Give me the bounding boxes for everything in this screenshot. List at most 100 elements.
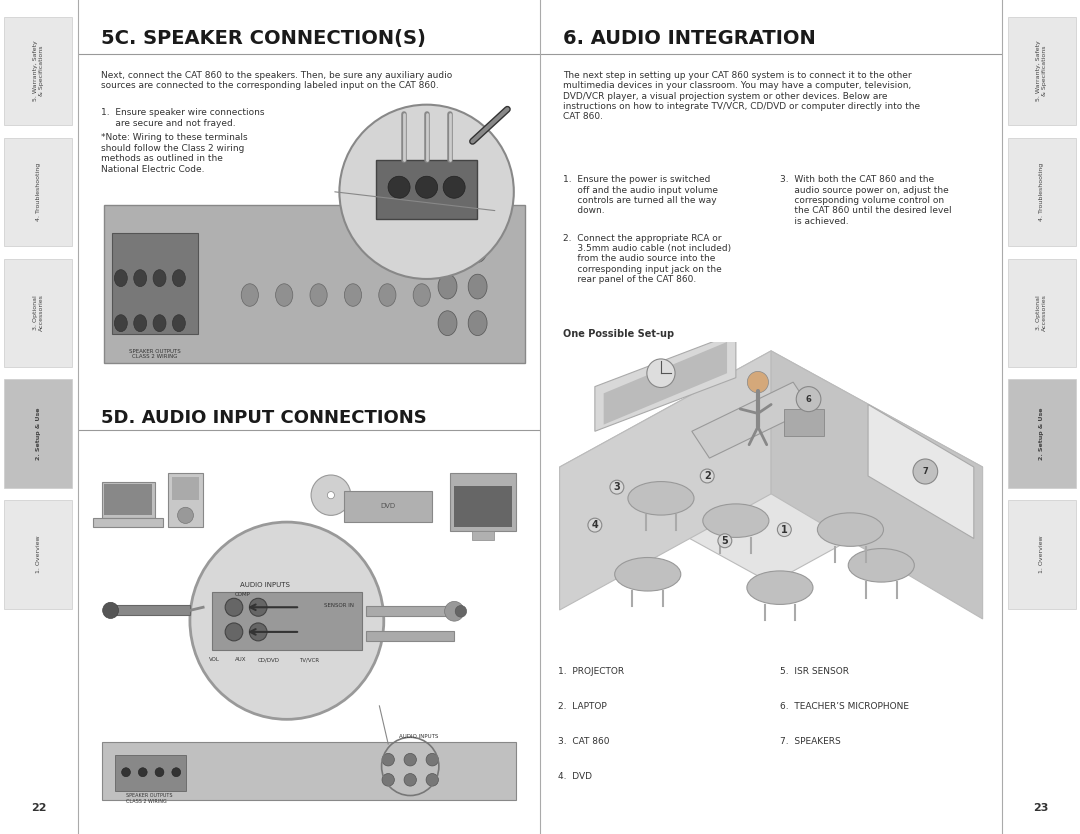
Text: 4.  DVD: 4. DVD: [558, 772, 593, 781]
Bar: [110, 605, 190, 615]
Ellipse shape: [615, 557, 680, 591]
Bar: [167, 473, 203, 526]
Text: 23: 23: [1034, 803, 1049, 813]
Text: AUDIO INPUTS: AUDIO INPUTS: [400, 734, 438, 739]
Text: AUDIO INPUTS: AUDIO INPUTS: [445, 197, 485, 202]
Text: 1: 1: [781, 525, 787, 535]
Text: One Possible Set-up: One Possible Set-up: [563, 329, 674, 339]
Text: 1.  PROJECTOR: 1. PROJECTOR: [558, 667, 624, 676]
Polygon shape: [559, 351, 771, 610]
Ellipse shape: [703, 504, 769, 537]
Circle shape: [172, 768, 180, 776]
Text: SPEAKER OUTPUTS
CLASS 2 WIRING: SPEAKER OUTPUTS CLASS 2 WIRING: [130, 349, 181, 359]
Bar: [376, 159, 477, 219]
Bar: [93, 518, 163, 526]
Circle shape: [138, 768, 147, 776]
Circle shape: [177, 507, 193, 524]
Bar: [1008, 17, 1076, 125]
Text: 2.  LAPTOP: 2. LAPTOP: [558, 702, 607, 711]
Bar: [114, 756, 186, 791]
Text: 5D. AUDIO INPUT CONNECTIONS: 5D. AUDIO INPUT CONNECTIONS: [100, 409, 427, 427]
Text: 1.  Ensure speaker wire connections
     are secure and not frayed.: 1. Ensure speaker wire connections are s…: [100, 108, 265, 128]
Bar: [455, 486, 512, 526]
Circle shape: [225, 598, 243, 616]
Circle shape: [438, 274, 457, 299]
Text: 4. Troubleshooting: 4. Troubleshooting: [36, 163, 41, 221]
Circle shape: [379, 284, 396, 306]
Polygon shape: [604, 342, 727, 425]
Text: SPEAKER OUTPUTS
CLASS 2 WIRING: SPEAKER OUTPUTS CLASS 2 WIRING: [126, 793, 173, 804]
Text: 1.  Ensure the power is switched
     off and the audio input volume
     contro: 1. Ensure the power is switched off and …: [563, 175, 718, 215]
Bar: [1008, 500, 1076, 609]
Circle shape: [796, 387, 821, 412]
Circle shape: [173, 314, 186, 332]
Text: 3: 3: [613, 482, 620, 492]
Text: 7.  SPEAKERS: 7. SPEAKERS: [781, 737, 841, 746]
Ellipse shape: [848, 549, 915, 582]
Text: 7: 7: [922, 467, 928, 476]
Circle shape: [153, 269, 166, 287]
Text: Next, connect the CAT 860 to the speakers. Then, be sure any auxiliary audio
sou: Next, connect the CAT 860 to the speaker…: [100, 71, 453, 90]
Text: 4. Troubleshooting: 4. Troubleshooting: [1039, 163, 1044, 221]
Circle shape: [122, 768, 131, 776]
Circle shape: [311, 475, 351, 515]
Polygon shape: [102, 482, 154, 518]
Text: The next step in setting up your CAT 860 system is to connect it to the other
mu: The next step in setting up your CAT 860…: [563, 71, 920, 122]
Circle shape: [114, 314, 127, 332]
Bar: [784, 409, 824, 435]
Bar: [4, 138, 72, 246]
Text: 6.  TEACHER’S MICROPHONE: 6. TEACHER’S MICROPHONE: [781, 702, 909, 711]
Text: 3. Optional
Accessories: 3. Optional Accessories: [32, 294, 43, 331]
Text: CD/DVD: CD/DVD: [258, 657, 280, 662]
Text: DVD: DVD: [380, 504, 395, 510]
Bar: [4, 17, 72, 125]
Polygon shape: [595, 333, 735, 431]
Text: COMP: COMP: [234, 591, 251, 596]
Bar: [104, 205, 525, 363]
Circle shape: [438, 238, 457, 263]
Text: TV/VCR: TV/VCR: [299, 657, 319, 662]
Bar: [102, 741, 516, 800]
Polygon shape: [868, 404, 974, 539]
Circle shape: [913, 459, 937, 484]
Circle shape: [249, 598, 267, 616]
Text: 22: 22: [31, 803, 46, 813]
Ellipse shape: [747, 571, 813, 605]
Text: 5C. SPEAKER CONNECTION(S): 5C. SPEAKER CONNECTION(S): [100, 29, 426, 48]
Circle shape: [427, 774, 438, 786]
Circle shape: [427, 753, 438, 766]
Circle shape: [404, 774, 417, 786]
Bar: [450, 473, 516, 531]
Text: AUDIO INPUTS: AUDIO INPUTS: [240, 582, 289, 588]
Text: 1. Overview: 1. Overview: [1039, 535, 1044, 574]
Circle shape: [382, 774, 394, 786]
Circle shape: [438, 311, 457, 335]
Bar: [366, 631, 455, 641]
Text: 2.  Connect the appropriate RCA or
     3.5mm audio cable (not included)
     fr: 2. Connect the appropriate RCA or 3.5mm …: [563, 234, 731, 284]
Circle shape: [275, 284, 293, 306]
Text: 2. Setup & Use: 2. Setup & Use: [1039, 408, 1044, 460]
Circle shape: [468, 311, 487, 335]
Text: 6: 6: [806, 394, 811, 404]
Bar: [1008, 259, 1076, 367]
Circle shape: [404, 753, 417, 766]
Text: 5.  ISR SENSOR: 5. ISR SENSOR: [781, 667, 849, 676]
Circle shape: [103, 602, 119, 619]
Circle shape: [327, 491, 335, 499]
Text: 6. AUDIO INTEGRATION: 6. AUDIO INTEGRATION: [563, 29, 815, 48]
Text: *Note: Wiring to these terminals
should follow the Class 2 wiring
methods as out: *Note: Wiring to these terminals should …: [100, 133, 247, 173]
Text: 3. Optional
Accessories: 3. Optional Accessories: [1037, 294, 1048, 331]
Circle shape: [134, 269, 147, 287]
Circle shape: [443, 176, 465, 198]
Circle shape: [310, 284, 327, 306]
Text: 3.  With both the CAT 860 and the
     audio source power on, adjust the
     co: 3. With both the CAT 860 and the audio s…: [781, 175, 951, 226]
Circle shape: [156, 768, 164, 776]
Circle shape: [468, 238, 487, 263]
Text: VOL: VOL: [208, 657, 219, 662]
Circle shape: [173, 269, 186, 287]
Text: 2. Setup & Use: 2. Setup & Use: [36, 408, 41, 460]
Bar: [4, 500, 72, 609]
Circle shape: [416, 176, 437, 198]
Bar: [112, 233, 199, 334]
Circle shape: [414, 284, 430, 306]
